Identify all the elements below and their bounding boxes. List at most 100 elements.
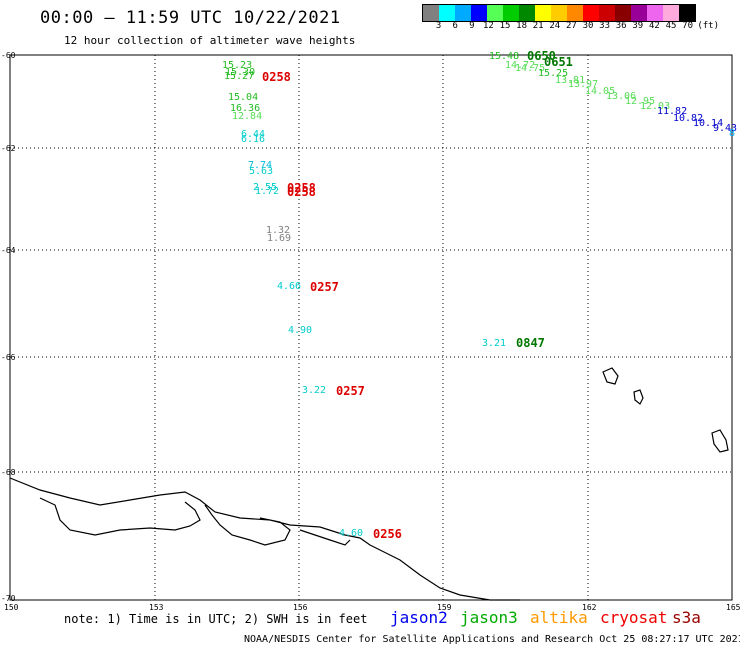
map-subtitle: 12 hour collection of altimeter wave hei… (64, 34, 356, 47)
lat-label: -60 (1, 51, 16, 60)
legend-swatch (455, 5, 471, 21)
wave-height-value: 13.97 (568, 79, 599, 90)
wave-height-value: 15.27 (224, 71, 255, 82)
legend-label: 24 (549, 21, 561, 31)
legend-label: 18 (516, 21, 528, 31)
pass-time-label: 0847 (516, 336, 545, 350)
wave-height-value: 12.84 (232, 111, 263, 122)
wave-height-value: 10.14 (693, 118, 724, 129)
legend-swatch (439, 5, 455, 21)
pass-time-label: 0257 (336, 384, 365, 398)
legend-swatch (487, 5, 503, 21)
legend-label: 6 (452, 21, 458, 31)
legend-label: 21 (532, 21, 544, 31)
footer-note: note: 1) Time is in UTC; 2) SWH is in fe… (64, 612, 368, 626)
pass-time-label: 0257 (310, 280, 339, 294)
legend-swatch (519, 5, 535, 21)
pass-time-label: 0650 (527, 49, 556, 63)
legend-swatch (535, 5, 551, 21)
lat-label: -70 (1, 594, 16, 603)
legend-label: 45 (665, 21, 677, 31)
legend-label: 36 (615, 21, 627, 31)
wave-height-value: 12.95 (625, 96, 656, 107)
legend-swatch (663, 5, 679, 21)
legend-swatch (471, 5, 487, 21)
pass-time-label: 0258 (287, 185, 316, 199)
wave-height-value: 4.90 (288, 325, 313, 336)
satellite-jason3: jason3 (460, 608, 518, 627)
wave-height-value: 6.44 (241, 129, 266, 140)
island-3 (711, 429, 729, 453)
legend-label: 9 (469, 21, 475, 31)
legend-label: 12 (482, 21, 494, 31)
legend-label: 3 (435, 21, 442, 31)
coastline (9, 477, 520, 601)
wave-height-value: 14.72 (505, 60, 536, 71)
wave-height-value: 14.05 (585, 86, 616, 97)
satellite-jason2: jason2 (390, 608, 448, 627)
island-2 (633, 389, 644, 405)
wave-height-value: 8 (729, 128, 736, 139)
lon-label: 156 (293, 603, 308, 612)
map-title: 00:00 – 11:59 UTC 10/22/2021 (40, 8, 341, 28)
wave-height-value: 6.16 (241, 134, 266, 145)
wave-height-value: 15.25 (538, 68, 569, 79)
lon-label: 150 (4, 603, 19, 612)
lon-label: 162 (582, 603, 597, 612)
lat-label: -68 (1, 468, 16, 477)
legend-label: 15 (499, 21, 511, 31)
pass-time-label: 0258 (262, 70, 291, 84)
wave-height-value: 9.43 (713, 123, 738, 134)
lat-label: -66 (1, 353, 16, 362)
legend-swatch (423, 5, 439, 21)
legend-label: 42 (648, 21, 660, 31)
wave-height-value: 1.69 (267, 233, 292, 244)
wave-height-value: 10.82 (673, 113, 704, 124)
legend-swatch (615, 5, 631, 21)
legend-label: 30 (582, 21, 594, 31)
satellite-altika: altika (530, 608, 588, 627)
legend-swatch (583, 5, 599, 21)
wave-height-value: 3.21 (482, 338, 507, 349)
legend-label: 27 (565, 21, 577, 31)
wave-height-color-legend (422, 4, 696, 22)
wave-height-value: 4.60 (339, 528, 364, 539)
wave-height-value: 1.72 (255, 186, 280, 197)
wave-height-value: 7.74 (248, 160, 273, 171)
legend-swatch (679, 5, 695, 21)
lon-label: 159 (437, 603, 452, 612)
legend-label: (ft) (697, 21, 720, 31)
legend-swatch (647, 5, 663, 21)
wave-height-value: 11.82 (657, 106, 688, 117)
legend-swatch (551, 5, 567, 21)
legend-swatch (599, 5, 615, 21)
pass-time-label: 0258 (287, 181, 316, 195)
wave-height-value: 15.04 (228, 92, 259, 103)
pass-time-label: 0256 (373, 527, 402, 541)
wave-height-value: 1.32 (266, 225, 291, 236)
wave-height-value: 5.63 (249, 166, 274, 177)
lat-label: -62 (1, 144, 16, 153)
footer-credit: NOAA/NESDIS Center for Satellite Applica… (244, 634, 740, 645)
wave-height-value: 15.48 (489, 51, 520, 62)
wave-height-value: 4.66 (277, 281, 302, 292)
legend-swatch (567, 5, 583, 21)
wave-height-value: 13.81 (555, 75, 586, 86)
legend-label: 70 (682, 21, 694, 31)
wave-height-value: 2.55 (253, 182, 278, 193)
satellite-s3a: s3a (672, 608, 701, 627)
lat-label: -64 (1, 246, 16, 255)
wave-height-value: 15.23 (222, 60, 253, 71)
legend-swatch (631, 5, 647, 21)
island-1 (602, 367, 619, 385)
wave-height-value: 16.36 (230, 103, 261, 114)
map-frame (9, 54, 733, 601)
wave-height-value: 13.06 (606, 91, 637, 102)
wave-height-value: 12.03 (640, 101, 671, 112)
pass-time-label: 0651 (544, 55, 573, 69)
wave-height-value: 14.75 (515, 63, 546, 74)
lon-label: 165 (726, 603, 740, 612)
satellite-cryosat: cryosat (600, 608, 668, 627)
